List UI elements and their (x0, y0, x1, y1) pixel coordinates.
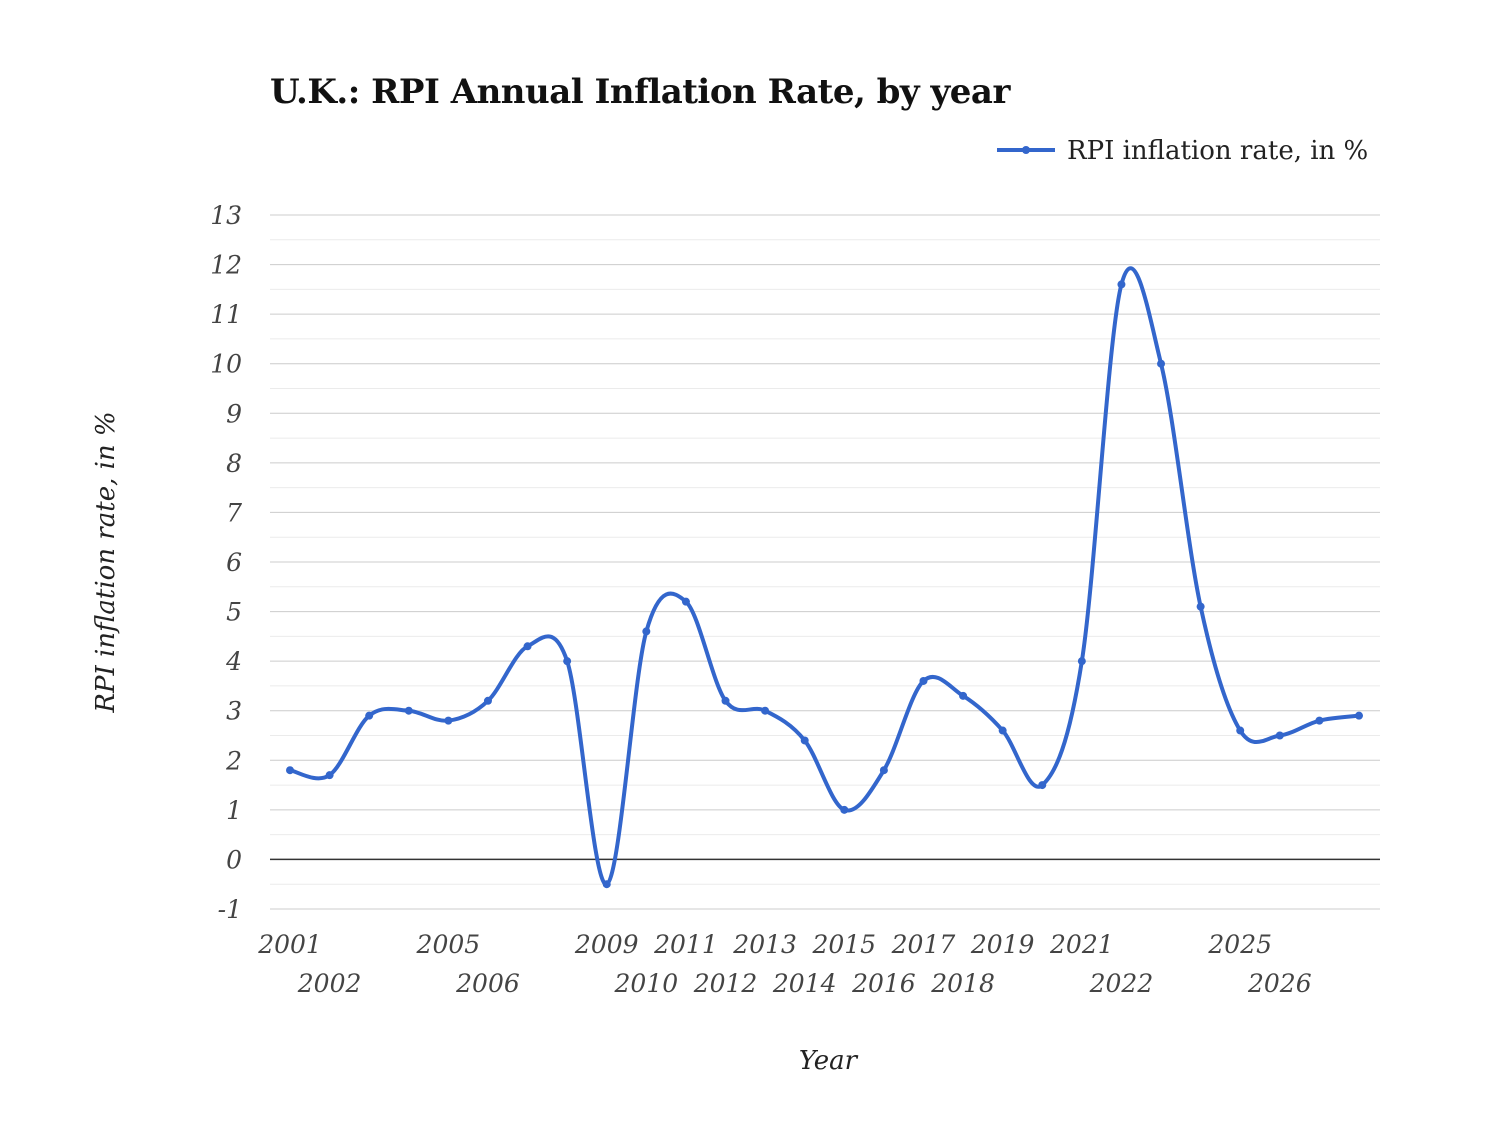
data-point[interactable] (681, 597, 690, 606)
gridlines (270, 214, 1380, 910)
data-point[interactable] (919, 676, 928, 685)
x-tick-label: 2025 (1207, 930, 1272, 959)
data-point[interactable] (483, 696, 492, 705)
y-tick-label: 0 (226, 845, 242, 874)
x-tick-label: 2019 (970, 930, 1035, 959)
y-tick-label: 3 (226, 697, 242, 726)
data-point[interactable] (800, 736, 809, 745)
data-point[interactable] (286, 766, 294, 775)
data-point[interactable] (365, 711, 374, 720)
data-point[interactable] (1077, 657, 1086, 666)
x-tick-label: 2001 (257, 930, 322, 959)
data-point[interactable] (1355, 711, 1363, 720)
x-tick-label: 2022 (1089, 969, 1154, 998)
x-tick-label: 2002 (297, 969, 362, 998)
x-tick-label: 2010 (614, 969, 679, 998)
y-tick-label: 8 (226, 449, 242, 478)
chart-title: U.K.: RPI Annual Inflation Rate, by year (270, 72, 1010, 112)
y-tick-label: 5 (226, 598, 242, 627)
data-point[interactable] (523, 642, 532, 651)
data-point[interactable] (1038, 781, 1047, 790)
x-tick-label: 2014 (772, 969, 837, 998)
x-tick-label: 2009 (574, 930, 639, 959)
data-point[interactable] (1157, 359, 1166, 368)
data-point[interactable] (563, 657, 572, 666)
data-point[interactable] (761, 706, 770, 715)
y-tick-label: 11 (210, 300, 242, 329)
data-point[interactable] (721, 696, 730, 705)
x-tick-label: 2018 (930, 969, 995, 998)
x-tick-label: 2006 (455, 969, 520, 998)
y-tick-label: 13 (210, 201, 242, 230)
series-line (289, 266, 1360, 887)
y-tick-label: 7 (226, 498, 242, 527)
x-tick-label: 2015 (811, 930, 876, 959)
y-tick-label: 9 (226, 399, 242, 428)
x-tick-label: 2012 (693, 969, 758, 998)
y-tick-label: -1 (218, 895, 242, 924)
x-tick-label: 2021 (1049, 930, 1114, 959)
data-point[interactable] (404, 706, 413, 715)
data-point[interactable] (1196, 602, 1205, 611)
y-tick-label: 12 (210, 251, 242, 280)
data-point[interactable] (1236, 726, 1245, 735)
data-point[interactable] (444, 716, 453, 725)
y-axis-label: RPI inflation rate, in % (91, 411, 121, 713)
y-tick-label: 2 (225, 746, 242, 775)
data-point[interactable] (840, 805, 849, 814)
legend-label: RPI inflation rate, in % (1067, 136, 1368, 166)
x-tick-label: 2013 (732, 930, 797, 959)
data-point[interactable] (325, 771, 334, 780)
legend-marker (1022, 146, 1030, 154)
x-tick-label: 2017 (891, 930, 956, 959)
y-tick-label: 10 (210, 350, 242, 379)
data-point[interactable] (1315, 716, 1324, 725)
x-tick-label: 2016 (851, 969, 916, 998)
data-point[interactable] (1275, 731, 1284, 740)
data-point[interactable] (879, 766, 888, 775)
x-tick-label: 2026 (1247, 969, 1312, 998)
legend[interactable]: RPI inflation rate, in % (997, 136, 1368, 166)
x-axis-label: Year (799, 1046, 859, 1076)
data-point[interactable] (1117, 280, 1126, 289)
data-point[interactable] (602, 880, 611, 889)
x-tick-label: 2005 (416, 930, 481, 959)
x-tick-label: 2011 (653, 930, 718, 959)
data-point[interactable] (959, 691, 968, 700)
series-points (286, 280, 1363, 889)
data-point[interactable] (642, 627, 651, 636)
data-point[interactable] (998, 726, 1007, 735)
y-tick-label: 4 (225, 647, 242, 676)
y-tick-label: 6 (226, 548, 242, 577)
y-tick-label: 1 (226, 796, 242, 825)
x-axis-ticks: 2001 2002 2005 2006 2009 2010 2011 2012 2013 2014… (257, 930, 1312, 998)
